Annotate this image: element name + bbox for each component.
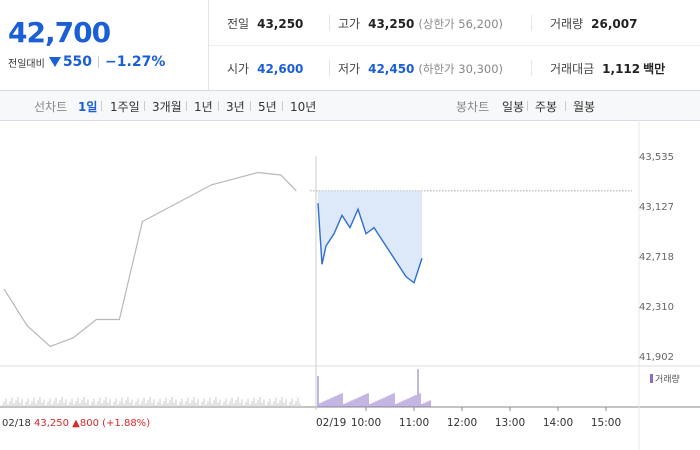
stat-value: 26,007 xyxy=(591,16,638,31)
chart-grid xyxy=(0,120,700,450)
stat-value: 42,600 xyxy=(257,61,304,76)
stat-sub: (하한가 30,300) xyxy=(418,61,504,76)
stat-unit: 백만 xyxy=(643,62,666,76)
prev-day-line xyxy=(3,171,297,348)
period-tab-1w[interactable]: 1주일 xyxy=(110,100,140,114)
stat-volume: 거래량 26,007 xyxy=(550,15,637,32)
x-tick-label: 13:00 xyxy=(495,417,525,429)
today-line xyxy=(317,203,423,284)
x-tick-label: 14:00 xyxy=(543,417,573,429)
price-change: 전일대비 550 −1.27% xyxy=(8,54,165,70)
stat-label: 전일 xyxy=(227,17,250,31)
stat-label: 저가 xyxy=(338,62,361,76)
stat-low: 저가 42,450 (하한가 30,300) xyxy=(338,60,503,77)
change-value: 550 xyxy=(62,54,93,70)
x-tick-label: 15:00 xyxy=(591,417,621,429)
quote-stats: 전일 43,250 고가 43,250 (상한가 56,200) 거래량 26,… xyxy=(209,0,700,90)
divider xyxy=(329,60,330,76)
divider xyxy=(531,15,532,31)
stat-value: 43,250 xyxy=(368,16,415,31)
candle-tab-weekly[interactable]: 주봉 xyxy=(535,100,558,114)
y-tick-label: 43,535 xyxy=(639,152,674,163)
candle-tab-daily[interactable]: 일봉 xyxy=(502,100,525,114)
prev-day-date: 02/18 xyxy=(2,418,34,429)
stat-trade-amount: 거래대금 1,112 백만 xyxy=(550,60,665,77)
prev-day-info: 02/18 43,250 ▲800 (+1.88%) xyxy=(2,418,150,429)
chart-toolbar: 선차트 1일 1주일 3개월 1년 3년 5년 10년 봉차트 일봉 주봉 월봉 xyxy=(0,91,700,121)
volume-bars xyxy=(1,369,431,407)
divider xyxy=(218,101,219,111)
prev-day-series xyxy=(3,171,297,348)
divider xyxy=(565,101,566,111)
prev-day-change-pct: (+1.88%) xyxy=(102,418,150,429)
today-series xyxy=(317,203,423,284)
stat-sub: (상한가 56,200) xyxy=(418,16,504,31)
volume-legend: 거래량 xyxy=(650,372,680,385)
period-tab-5y[interactable]: 5년 xyxy=(258,100,277,114)
divider xyxy=(250,101,251,111)
change-percent: −1.27% xyxy=(105,54,166,70)
divider xyxy=(527,101,528,111)
down-arrow-icon xyxy=(48,57,61,67)
prev-day-close: 43,250 xyxy=(34,418,72,429)
x-tick-label: 02/19 xyxy=(316,417,346,429)
y-tick-label: 42,310 xyxy=(639,302,674,313)
period-tab-1y[interactable]: 1년 xyxy=(194,100,213,114)
price-chart[interactable]: 43,535 43,127 42,718 42,310 41,902 02/19 10:00… xyxy=(0,120,700,450)
y-tick-label: 42,718 xyxy=(639,252,674,263)
today-area xyxy=(318,190,422,283)
period-tab-3m[interactable]: 3개월 xyxy=(152,100,182,114)
period-tab-3y[interactable]: 3년 xyxy=(226,100,245,114)
axis-labels: 43,535 43,127 42,718 42,310 41,902 02/19 10:00… xyxy=(2,152,674,429)
stat-value: 43,250 xyxy=(257,16,304,31)
up-arrow-icon: ▲ xyxy=(72,418,80,429)
change-label: 전일대비 xyxy=(8,58,45,70)
prev-day-change: 800 xyxy=(80,418,102,429)
divider xyxy=(329,15,330,31)
x-tick-label: 10:00 xyxy=(351,417,381,429)
stat-value: 42,450 xyxy=(368,61,415,76)
stat-open: 시가 42,600 xyxy=(227,60,303,77)
today-area-fill xyxy=(318,190,422,283)
period-tab-10y[interactable]: 10년 xyxy=(290,100,317,114)
divider xyxy=(98,56,100,68)
current-quote: 42,700 전일대비 550 −1.27% xyxy=(0,0,209,90)
divider xyxy=(186,101,187,111)
stat-prev-close: 전일 43,250 xyxy=(227,15,303,32)
stat-label: 거래대금 xyxy=(550,62,595,76)
y-tick-label: 43,127 xyxy=(639,202,674,213)
divider xyxy=(209,45,700,46)
x-tick-label: 11:00 xyxy=(399,417,429,429)
stat-value: 1,112 xyxy=(602,61,641,76)
candle-tab-monthly[interactable]: 월봉 xyxy=(573,100,596,114)
stat-label: 고가 xyxy=(338,17,361,31)
x-tick-label: 12:00 xyxy=(447,417,477,429)
stat-label: 거래량 xyxy=(550,17,584,31)
stat-label: 시가 xyxy=(227,62,250,76)
candle-chart-label: 봉차트 xyxy=(456,100,490,114)
divider xyxy=(144,101,145,111)
divider xyxy=(101,101,102,111)
current-price: 42,700 xyxy=(8,16,111,49)
volume-swatch xyxy=(650,374,653,383)
divider xyxy=(531,60,532,76)
quote-header: 42,700 전일대비 550 −1.27% 전일 43,250 고가 43,2… xyxy=(0,0,700,91)
volume-legend-label: 거래량 xyxy=(655,375,680,385)
y-tick-label: 41,902 xyxy=(639,352,674,363)
divider xyxy=(282,101,283,111)
line-chart-label: 선차트 xyxy=(34,100,68,114)
stat-high: 고가 43,250 (상한가 56,200) xyxy=(338,15,503,32)
period-tab-1d[interactable]: 1일 xyxy=(78,100,98,114)
